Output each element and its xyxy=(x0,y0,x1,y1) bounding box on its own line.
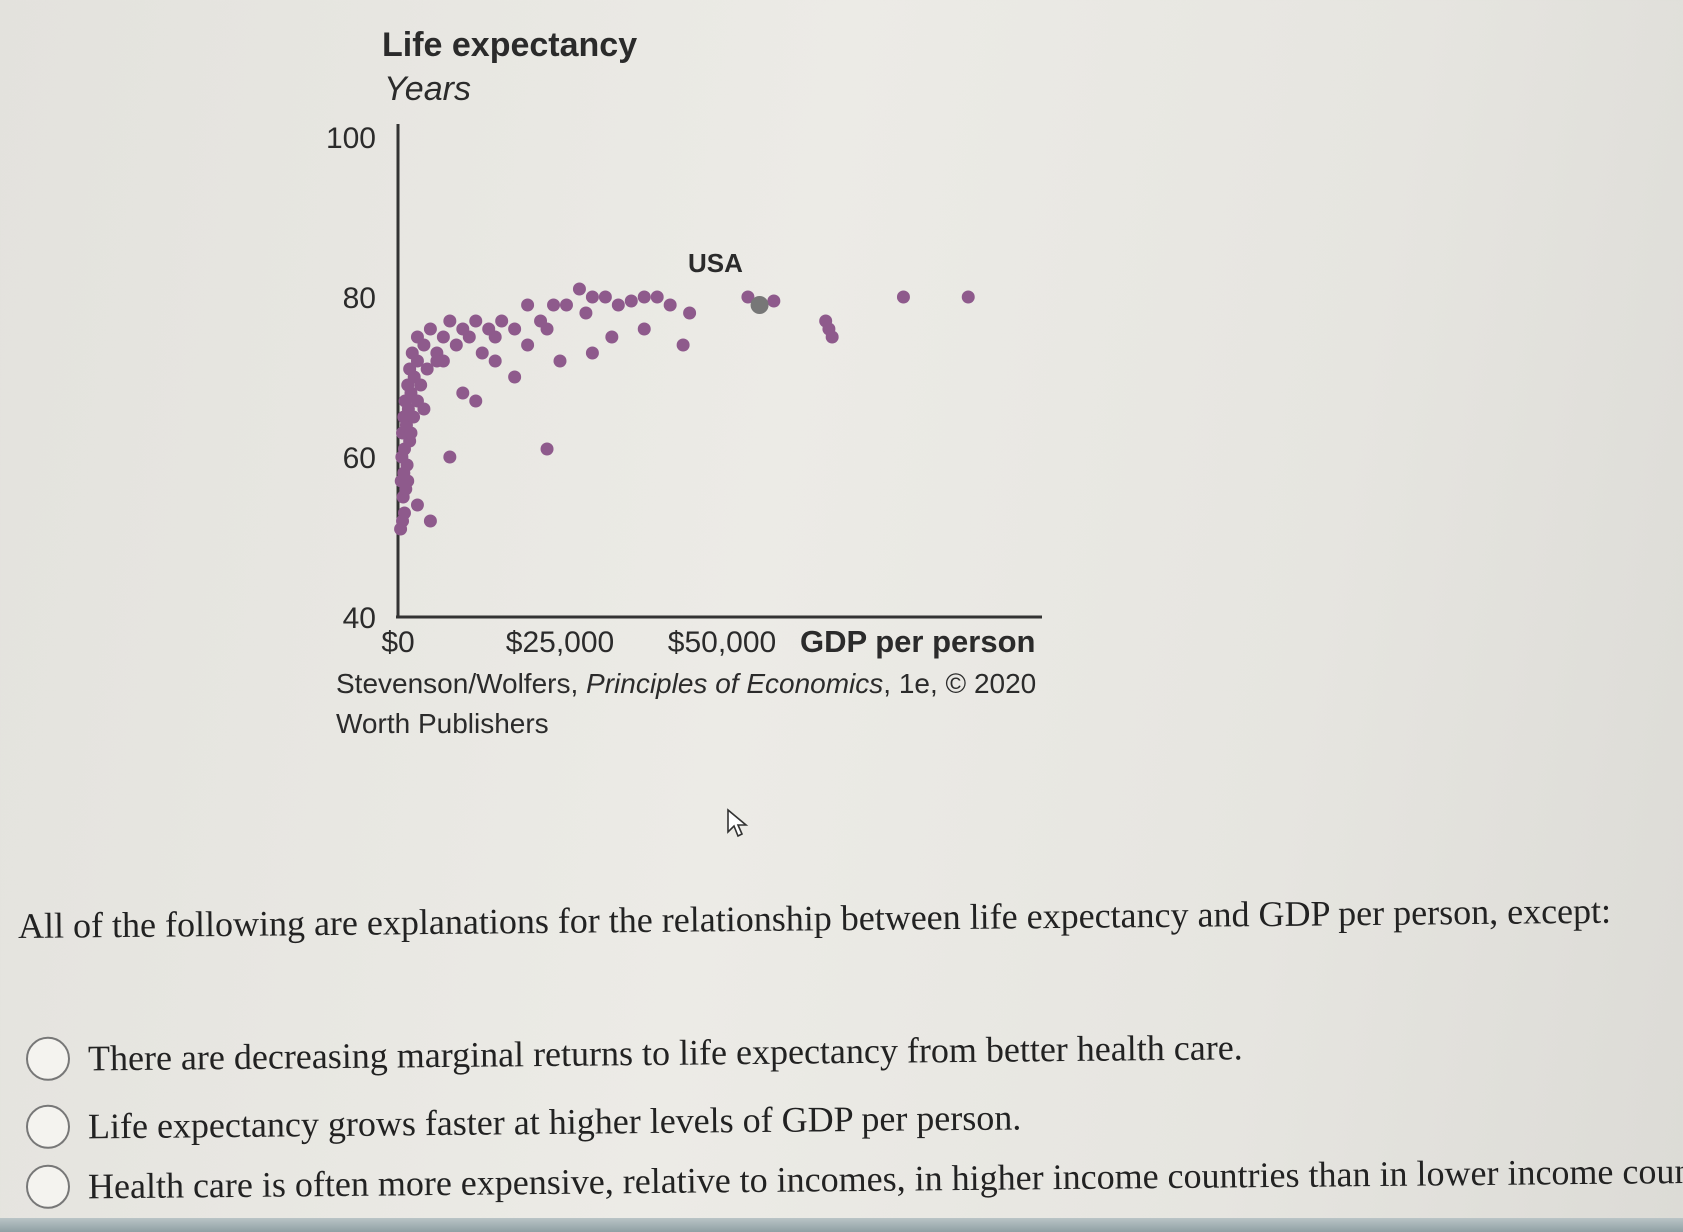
credit-edition: , 1e, © 2020 xyxy=(883,668,1037,699)
scatter-point xyxy=(683,306,697,320)
scatter-point xyxy=(579,306,593,320)
scatter-point xyxy=(585,346,599,360)
scatter-point xyxy=(449,338,463,352)
scatter-point xyxy=(423,322,437,336)
scatter-points xyxy=(394,282,975,536)
scatter-point xyxy=(410,330,424,344)
scatter-point xyxy=(637,290,651,304)
scatter-point xyxy=(741,290,755,304)
scatter-point xyxy=(624,294,638,308)
answer-option-3-label: Health care is often more expensive, rel… xyxy=(87,1151,1683,1207)
scatter-point xyxy=(663,298,677,312)
scatter-point xyxy=(417,402,431,416)
scatter-point xyxy=(414,378,428,392)
scatter-point xyxy=(462,330,476,344)
answer-option-1[interactable]: There are decreasing marginal returns to… xyxy=(25,1022,1243,1084)
scatter-point xyxy=(456,386,470,400)
scatter-point xyxy=(521,298,535,312)
credit-author: Stevenson/Wolfers, xyxy=(336,668,587,699)
answer-option-1-label: There are decreasing marginal returns to… xyxy=(87,1027,1243,1079)
usa-point xyxy=(750,296,769,314)
x-tick-label: $25,000 xyxy=(506,626,614,659)
scatter-point xyxy=(611,298,625,312)
radio-button-1[interactable] xyxy=(25,1036,71,1081)
scatter-point xyxy=(469,394,483,408)
scatter-point xyxy=(443,450,457,464)
scatter-point xyxy=(767,294,781,308)
scatter-point xyxy=(896,290,910,304)
life-expectancy-scatter-chart: Life expectancy Years 100 80 60 40 $0 $25,00… xyxy=(326,26,1042,659)
credit-publisher: Worth Publishers xyxy=(336,708,549,739)
y-tick-label: 60 xyxy=(343,442,376,475)
scatter-point xyxy=(495,314,509,328)
scatter-point xyxy=(540,442,554,456)
usa-annotation: USA xyxy=(688,248,743,278)
scatter-point xyxy=(585,290,599,304)
x-axis-label: GDP per person xyxy=(800,624,1035,659)
scatter-point xyxy=(443,314,457,328)
scatter-point xyxy=(405,346,419,360)
scatter-point xyxy=(410,498,424,512)
chart-subtitle: Years xyxy=(384,70,471,108)
y-tick-label: 40 xyxy=(343,602,376,635)
y-tick-labels: 100 80 60 40 xyxy=(326,122,376,635)
x-tick-label: $50,000 xyxy=(668,626,776,659)
scatter-point xyxy=(572,282,586,296)
scatter-point xyxy=(469,314,483,328)
radio-button-2[interactable] xyxy=(25,1104,71,1149)
scatter-point xyxy=(508,370,522,384)
question-prompt: All of the following are explanations fo… xyxy=(17,890,1612,946)
mouse-cursor-icon xyxy=(727,808,749,838)
radio-button-3[interactable] xyxy=(25,1164,71,1209)
scatter-point xyxy=(423,514,437,528)
chart-credit-line: Stevenson/Wolfers, Principles of Economi… xyxy=(336,668,1036,700)
scatter-point xyxy=(407,410,421,424)
scatter-point xyxy=(488,354,502,368)
scatter-point xyxy=(508,322,522,336)
scatter-point xyxy=(961,290,975,304)
bottom-taskbar-strip xyxy=(0,1218,1683,1232)
y-tick-label: 80 xyxy=(343,282,376,315)
scatter-point xyxy=(401,474,415,488)
scatter-point xyxy=(598,290,612,304)
x-tick-labels: $0 $25,000 $50,000 xyxy=(381,626,776,659)
scatter-point xyxy=(676,338,690,352)
chart-title: Life expectancy xyxy=(382,26,637,64)
scatter-point xyxy=(436,330,450,344)
answer-option-2[interactable]: Life expectancy grows faster at higher l… xyxy=(25,1092,1022,1152)
scatter-point xyxy=(397,506,411,520)
y-tick-label: 100 xyxy=(326,122,376,155)
scatter-point xyxy=(534,314,548,328)
scatter-point xyxy=(650,290,664,304)
credit-book-title: Principles of Economics xyxy=(586,668,884,699)
scatter-point xyxy=(559,298,573,312)
scatter-point xyxy=(637,322,651,336)
scatter-point xyxy=(404,426,418,440)
scatter-point xyxy=(547,298,561,312)
answer-option-2-label: Life expectancy grows faster at higher l… xyxy=(87,1097,1022,1147)
scatter-point xyxy=(553,354,567,368)
scatter-point xyxy=(605,330,619,344)
scatter-point xyxy=(436,354,450,368)
x-tick-label: $0 xyxy=(381,626,414,659)
answer-option-3[interactable]: Health care is often more expensive, rel… xyxy=(25,1146,1683,1212)
scatter-point xyxy=(521,338,535,352)
scatter-point xyxy=(822,322,836,336)
scatter-point xyxy=(420,362,434,376)
scatter-point xyxy=(400,458,414,472)
scatter-point xyxy=(403,362,417,376)
scatter-point xyxy=(475,346,489,360)
scatter-point xyxy=(488,330,502,344)
